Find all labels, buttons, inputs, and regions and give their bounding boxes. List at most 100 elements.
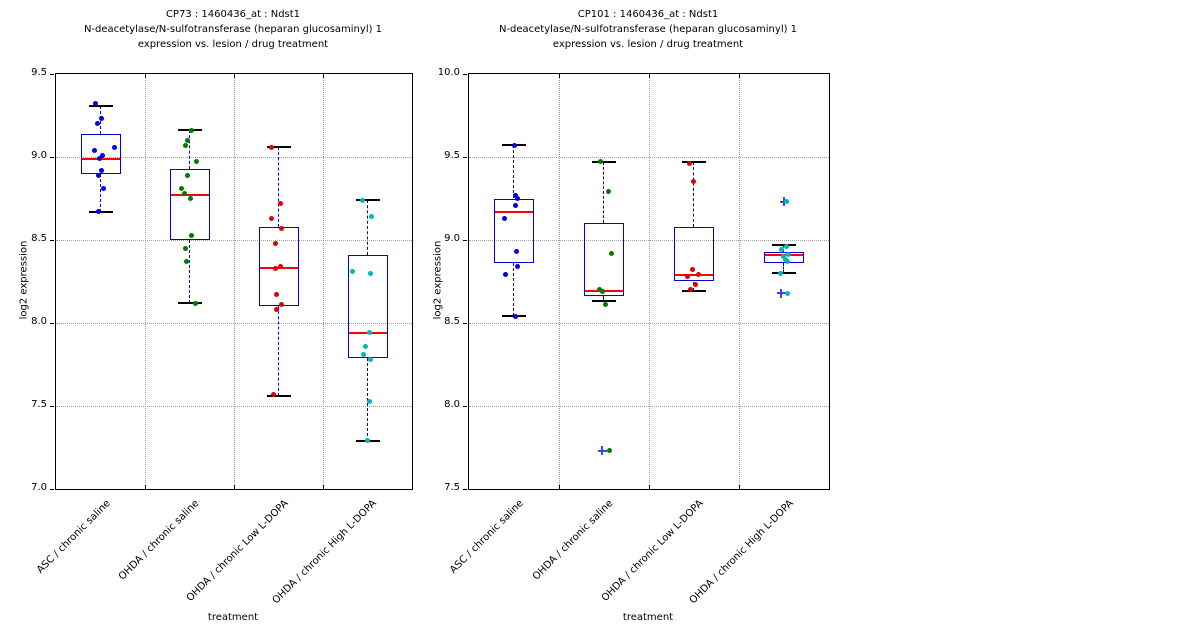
data-point	[269, 215, 274, 221]
data-point	[93, 101, 98, 107]
y-tick-mark	[463, 73, 467, 75]
title-line-2: N-deacetylase/N-sulfotransferase (hepara…	[498, 24, 798, 35]
box	[258, 226, 299, 307]
x-tick-label: ASC / chronic saline	[448, 498, 526, 576]
whisker-cap-top	[266, 146, 291, 149]
data-point	[784, 290, 790, 296]
data-point	[512, 313, 518, 319]
data-point	[95, 121, 100, 127]
data-point	[179, 186, 184, 192]
y-tick-mark	[463, 322, 467, 324]
y-tick-mark	[50, 488, 54, 490]
data-point	[367, 398, 372, 404]
box	[764, 251, 804, 264]
axes-right-panel: 10.0 9.5 9.0 8.5 8.0 7.5 ASC / chronic saline O…	[438, 67, 830, 606]
x-tick-label: ASC / chronic saline	[34, 498, 113, 576]
x-tick-label: OHDA / chronic Low L-DOPA	[599, 498, 706, 604]
data-point	[501, 215, 507, 221]
data-point	[184, 259, 189, 265]
data-point	[368, 270, 373, 276]
x-tick-mark	[558, 74, 560, 78]
data-point	[783, 199, 789, 205]
y-tick-label: 7.5	[31, 399, 47, 410]
data-point	[96, 209, 101, 215]
y-tick-mark	[463, 239, 467, 241]
median-line	[675, 273, 713, 276]
box	[494, 198, 534, 264]
data-point	[369, 214, 374, 220]
data-point	[182, 191, 187, 197]
data-point	[512, 192, 518, 198]
outlier-plus-marker	[780, 288, 782, 298]
data-point	[596, 287, 602, 293]
y-tick-label: 8.0	[31, 316, 47, 327]
data-point	[511, 142, 517, 148]
x-tick-label: OHDA / chronic saline	[116, 498, 202, 583]
whisker-lower	[513, 263, 515, 317]
data-point	[279, 225, 284, 231]
panel-title-right: CP101 : 1460436_at : Ndst1 N-deacetylase…	[448, 7, 848, 52]
data-point	[368, 357, 373, 363]
data-point	[777, 270, 783, 276]
v-gridline	[558, 74, 560, 489]
data-point	[271, 391, 276, 397]
whisker-cap-top	[682, 160, 706, 163]
whisker-cap-bottom	[177, 302, 202, 305]
whisker-lower	[188, 240, 190, 304]
data-point	[92, 147, 97, 153]
y-tick-label: 10.0	[437, 67, 460, 78]
data-point	[513, 249, 519, 255]
y-tick-label: 9.5	[444, 150, 460, 161]
data-point	[112, 144, 117, 150]
data-point	[689, 267, 695, 273]
x-tick-mark	[144, 74, 146, 78]
whisker-cap-top	[592, 160, 616, 163]
median-line	[495, 210, 533, 213]
data-point	[278, 264, 283, 270]
data-point	[279, 302, 284, 308]
data-point	[97, 156, 102, 162]
data-point	[784, 259, 790, 265]
v-gridline	[144, 74, 146, 489]
data-point	[780, 254, 786, 260]
box	[347, 254, 388, 358]
x-axis-label-left: treatment	[207, 612, 259, 623]
data-point	[512, 202, 518, 208]
v-gridline	[648, 74, 650, 489]
data-point	[189, 127, 194, 133]
data-point	[599, 288, 605, 294]
x-tick-label: OHDA / chronic Low L-DOPA	[184, 498, 291, 604]
data-point	[778, 247, 784, 253]
whisker-upper	[603, 161, 605, 224]
data-point	[690, 179, 696, 185]
x-tick-mark	[233, 74, 235, 78]
data-point	[605, 189, 611, 195]
whisker-cap-bottom	[266, 395, 291, 398]
data-point	[278, 200, 283, 206]
panel-title-left: CP73 : 1460436_at : Ndst1 N-deacetylase/…	[33, 7, 433, 52]
box	[169, 168, 210, 240]
data-point	[367, 330, 372, 336]
x-axis-label-right: treatment	[622, 612, 674, 623]
box	[674, 226, 714, 282]
y-tick-label: 9.0	[31, 150, 47, 161]
data-point	[100, 152, 105, 158]
whisker-upper	[693, 161, 695, 227]
data-point	[273, 240, 278, 246]
data-point	[273, 265, 278, 271]
data-point	[189, 232, 194, 238]
title-line-3: expression vs. lesion / drug treatment	[137, 39, 329, 50]
data-point	[783, 244, 789, 250]
data-point	[183, 142, 188, 148]
whisker-upper	[513, 145, 515, 199]
data-point	[188, 196, 193, 201]
data-point	[597, 159, 603, 165]
data-point	[602, 302, 608, 308]
whisker-lower	[603, 296, 605, 302]
y-tick-label: 7.0	[31, 482, 47, 493]
data-point	[350, 269, 355, 275]
data-point	[96, 172, 101, 178]
data-point	[101, 186, 106, 192]
x-tick-label: OHDA / chronic High L-DOPA	[687, 498, 796, 607]
x-tick-mark	[648, 485, 650, 489]
